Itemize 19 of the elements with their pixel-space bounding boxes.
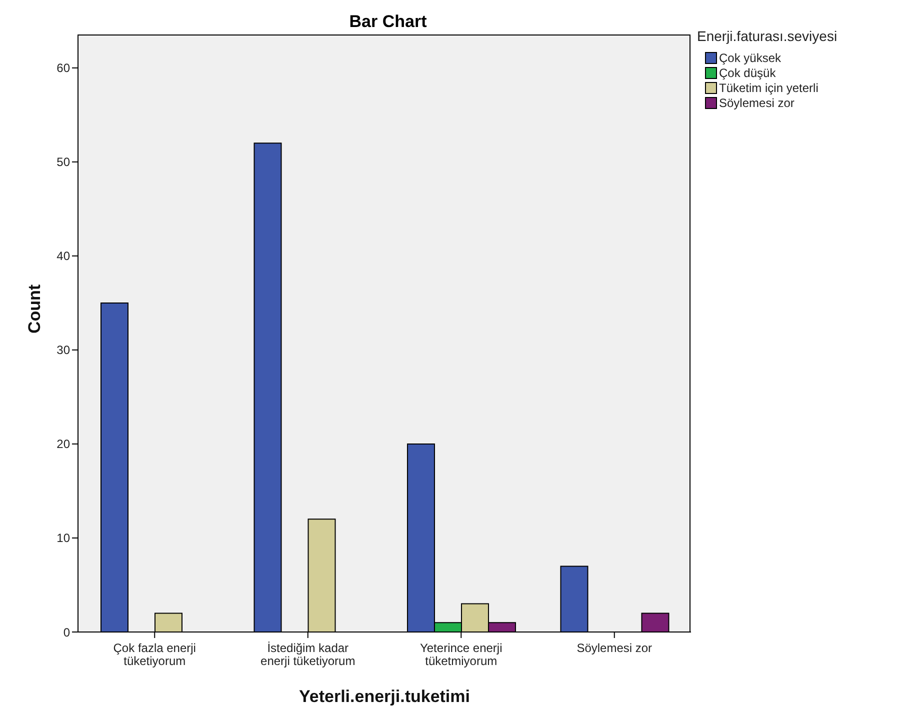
y-tick-label: 0	[63, 625, 70, 640]
y-axis-title: Count	[25, 284, 44, 334]
x-tick-label: Yeterince enerji tüketmiyorum	[420, 641, 502, 668]
chart-title: Bar Chart	[348, 12, 428, 32]
x-tick-label: Çok fazla enerji tüketiyorum	[113, 641, 196, 668]
legend-label: Çok yüksek	[719, 50, 782, 64]
x-tick-label: İstediğim kadar enerji tüketiyorum	[260, 641, 356, 668]
y-tick-label: 10	[56, 531, 70, 546]
y-tick-label: 20	[56, 437, 70, 452]
legend-label: Söylemesi zor	[719, 96, 794, 110]
legend-label: Tüketim için yeterli	[719, 80, 818, 94]
x-axis-title: Yeterli.enerji.tuketimi	[298, 687, 470, 706]
y-tick-label: 50	[56, 155, 70, 170]
y-tick-label: 40	[56, 249, 70, 264]
x-tick-label: Söylemesi zor	[576, 641, 652, 655]
legend-label: Çok düşük	[719, 66, 776, 80]
legend-title: Enerji.faturası.seviyesi	[697, 28, 838, 44]
y-tick-label: 60	[56, 61, 70, 76]
y-tick-label: 30	[56, 343, 70, 358]
